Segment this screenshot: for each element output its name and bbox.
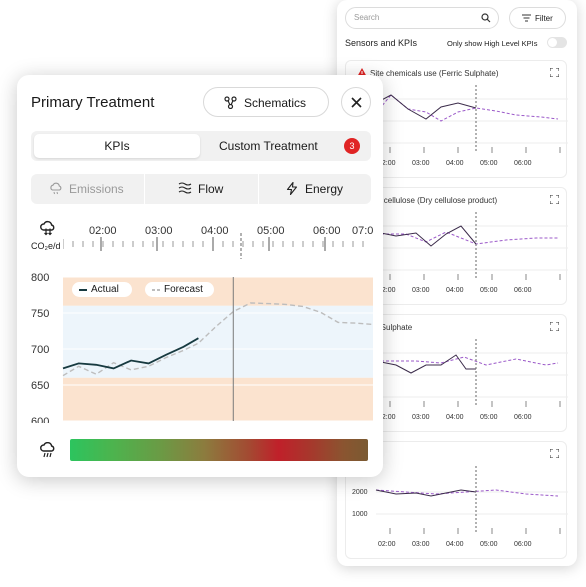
time-tick: 05:00: [480, 287, 498, 294]
expand-icon[interactable]: [550, 195, 559, 204]
y-tick: 1000: [352, 511, 368, 518]
high-level-toggle-label: Only show High Level KPIs: [447, 39, 538, 48]
section-label: Sensors and KPIs: [345, 38, 418, 48]
tab-emissions[interactable]: Emissions: [31, 174, 144, 204]
tab-divider: [144, 174, 145, 204]
tab-custom-treatment-label: Custom Treatment: [219, 139, 318, 153]
legend-actual-label: Actual: [91, 284, 119, 295]
mini-chart: 02:00 03:00 04:00 05:00 06:00: [375, 212, 568, 294]
panel-title: Primary Treatment: [31, 94, 155, 111]
time-tick: 03:00: [412, 160, 430, 167]
tab-kpis-label: KPIs: [104, 139, 130, 153]
metric-tabs: Emissions Flow Energy: [31, 174, 371, 204]
time-tick: 03:00: [412, 414, 430, 421]
time-tick: 02:00: [89, 225, 117, 237]
emissions-line-chart: 800 750 700 650 600: [31, 272, 373, 423]
y-tick-label: 800: [31, 272, 49, 284]
expand-icon[interactable]: [550, 449, 559, 458]
time-tick: 05:00: [257, 225, 285, 237]
schematics-icon: [224, 96, 237, 109]
kpi-card-4[interactable]: 2000 1000 02:00 03:00 04:00 05:00 06:00: [345, 441, 568, 559]
filter-button[interactable]: Filter: [509, 7, 566, 29]
forecast-swatch: [152, 289, 160, 291]
close-icon: [351, 97, 362, 108]
emissions-heat-bar: [70, 439, 368, 461]
time-tick: 06:00: [514, 287, 532, 294]
time-tick: 06:00: [514, 160, 532, 167]
notification-badge: 3: [344, 138, 360, 154]
time-tick: 02:00: [378, 287, 396, 294]
tab-flow[interactable]: Flow: [145, 174, 258, 204]
tab-divider: [258, 174, 259, 204]
weather-icon: [40, 442, 55, 458]
time-tick: 02:00: [378, 541, 396, 548]
normal-band: [63, 305, 373, 378]
actual-swatch: [79, 289, 87, 291]
time-tick: 06:00: [514, 414, 532, 421]
tab-energy[interactable]: Energy: [259, 174, 372, 204]
filter-label: Filter: [535, 14, 553, 23]
y-tick-label: 600: [31, 416, 49, 423]
time-tick: 03:00: [412, 541, 430, 548]
legend-actual: Actual: [72, 282, 132, 297]
card-title: ric Sulphate: [370, 323, 413, 332]
tab-custom-treatment[interactable]: Custom Treatment 3: [203, 134, 368, 158]
mini-chart: 2000 1000 02:00 03:00 04:00 05:00 06:00: [352, 466, 568, 548]
close-button[interactable]: [341, 87, 371, 117]
bolt-icon: [286, 182, 298, 195]
expand-icon[interactable]: [550, 68, 559, 77]
legend-forecast: Forecast: [145, 282, 214, 297]
time-tick: 04:00: [446, 414, 464, 421]
time-tick: 04:00: [201, 225, 229, 237]
schematics-label: Schematics: [244, 96, 307, 110]
time-tick: 06:00: [313, 225, 341, 237]
tab-energy-label: Energy: [305, 182, 344, 196]
time-tick: 02:00: [378, 414, 396, 421]
time-tick: 05:00: [480, 541, 498, 548]
tab-emissions-label: Emissions: [69, 182, 124, 196]
forecast-line: [62, 302, 373, 377]
filter-icon: [522, 14, 531, 22]
actual-line: [62, 337, 199, 370]
search-placeholder: Search: [354, 13, 380, 22]
high-level-toggle[interactable]: [547, 37, 567, 48]
search-icon: [481, 13, 491, 23]
search-input[interactable]: Search: [345, 7, 499, 29]
card-title: Site chemicals use (Ferric Sulphate): [370, 69, 499, 78]
view-tabs: KPIs Custom Treatment 3: [31, 131, 371, 161]
time-tick: 07:0: [352, 225, 373, 237]
legend-forecast-label: Forecast: [164, 284, 203, 295]
time-tick: 02:00: [378, 160, 396, 167]
schematics-button[interactable]: Schematics: [203, 87, 329, 117]
cloud-icon: [50, 182, 62, 195]
expand-icon[interactable]: [550, 322, 559, 331]
flow-icon: [178, 182, 192, 194]
time-tick: 05:00: [480, 160, 498, 167]
tab-kpis[interactable]: KPIs: [34, 134, 200, 158]
time-tick: 04:00: [446, 287, 464, 294]
time-tick: 04:00: [446, 541, 464, 548]
time-tick: 03:00: [145, 225, 173, 237]
time-tick: 03:00: [412, 287, 430, 294]
y-tick-label: 650: [31, 380, 49, 392]
time-tick: 05:00: [480, 414, 498, 421]
kpi-card-1[interactable]: Site chemicals use (Ferric Sulphate) 02:…: [345, 60, 568, 178]
primary-treatment-panel: Primary Treatment Schematics KPIs Custom…: [17, 75, 383, 477]
y-tick: 2000: [352, 489, 368, 496]
tab-flow-label: Flow: [198, 182, 224, 196]
y-tick-label: 700: [31, 344, 49, 356]
time-tick: 06:00: [514, 541, 532, 548]
mini-chart: 02:00 03:00 04:00 05:00 06:00: [375, 339, 568, 421]
card-title: red cellulose (Dry cellulose product): [370, 196, 498, 205]
co2-cloud-icon: [40, 220, 55, 236]
time-axis: 02:00 03:00 04:00 05:00 06:00 07:0: [63, 225, 373, 259]
unit-label: CO₂e/d: [31, 241, 61, 251]
warning-band-bottom: [63, 377, 373, 421]
y-tick-label: 750: [31, 308, 49, 320]
mini-chart: 02:00 03:00 04:00 05:00 06:00: [375, 85, 568, 167]
time-tick: 04:00: [446, 160, 464, 167]
